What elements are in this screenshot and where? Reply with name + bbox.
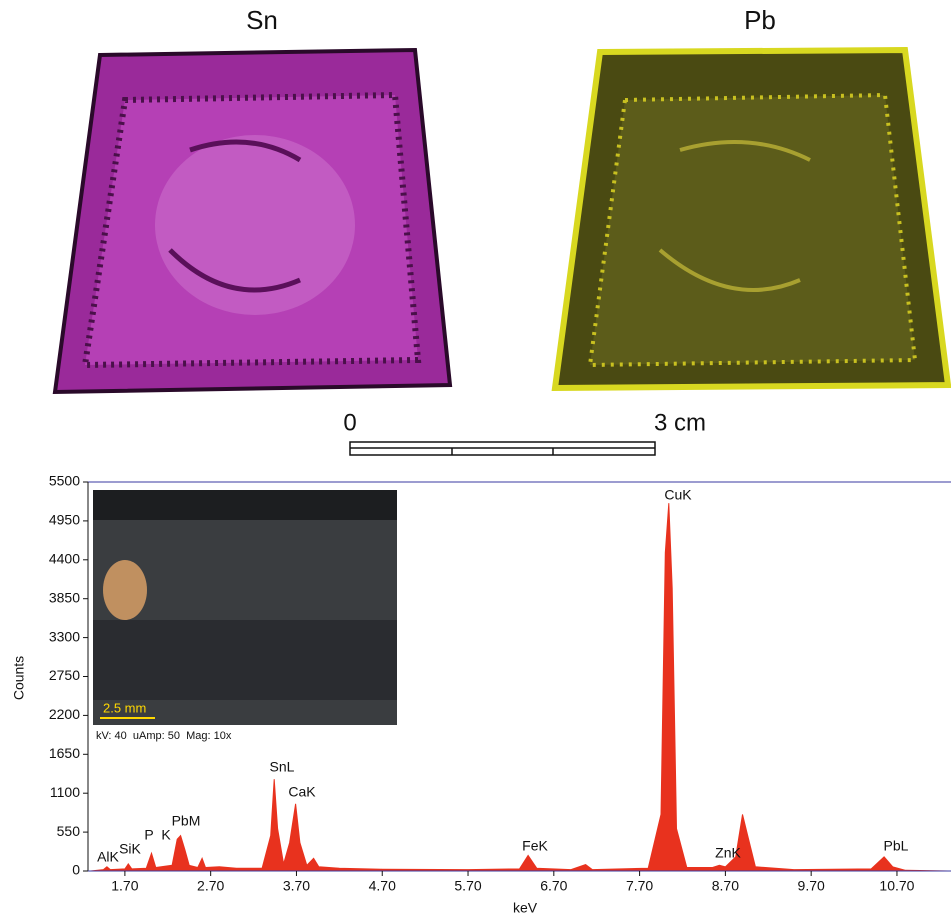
y-tick-label: 5500 bbox=[49, 473, 80, 489]
x-axis-label: keV bbox=[513, 900, 538, 916]
y-tick-label: 1650 bbox=[49, 745, 80, 761]
y-tick-label: 0 bbox=[72, 862, 80, 878]
x-tick-label: 5.70 bbox=[454, 878, 481, 894]
y-tick-label: 1100 bbox=[50, 784, 80, 800]
peak-label: CuK bbox=[664, 487, 692, 503]
y-axis-label: Counts bbox=[11, 656, 27, 700]
map-label: Sn bbox=[246, 5, 278, 35]
peak-label: K bbox=[161, 827, 171, 843]
peak-label: P bbox=[144, 827, 153, 843]
sn-map bbox=[55, 50, 450, 392]
y-tick-label: 2750 bbox=[49, 667, 80, 683]
inset-scale: 2.5 mm bbox=[103, 700, 146, 715]
peak-label: SnL bbox=[270, 759, 295, 775]
peak-label: CaK bbox=[288, 784, 316, 800]
x-tick-label: 4.70 bbox=[369, 878, 396, 894]
x-tick-label: 10.70 bbox=[879, 878, 914, 894]
figure: Sn Pb 0 3 cm 0 550 1100 1650 2200 2750 3300 385… bbox=[0, 0, 951, 917]
inset: 2.5 mm kV: 40 uAmp: 50 Mag: 10x bbox=[93, 490, 397, 742]
y-tick-label: 3300 bbox=[49, 628, 80, 644]
pb-map bbox=[555, 50, 948, 388]
x-tick-label: 8.70 bbox=[712, 878, 739, 894]
x-tick-label: 9.70 bbox=[798, 878, 825, 894]
x-tick-label: 1.70 bbox=[111, 878, 138, 894]
x-tick-label: 2.70 bbox=[197, 878, 224, 894]
peak-label: FeK bbox=[522, 838, 548, 854]
x-tick-label: 6.70 bbox=[540, 878, 567, 894]
peak-label: ZnK bbox=[715, 845, 741, 861]
y-tick-label: 2200 bbox=[49, 706, 80, 722]
inset-info: kV: 40 uAmp: 50 Mag: 10x bbox=[96, 730, 232, 742]
map-label: Pb bbox=[744, 5, 776, 35]
y-tick-label: 550 bbox=[57, 823, 81, 839]
peak-label: AlK bbox=[97, 849, 119, 865]
scale-end: 3 cm bbox=[654, 409, 706, 436]
y-tick-label: 4950 bbox=[49, 512, 80, 528]
peak-label: SiK bbox=[119, 841, 141, 857]
x-tick-label: 7.70 bbox=[626, 878, 653, 894]
scale-bar bbox=[350, 442, 655, 455]
peak-label: PbL bbox=[884, 838, 909, 854]
y-tick-label: 3850 bbox=[49, 589, 80, 605]
y-tick-label: 4400 bbox=[49, 551, 80, 567]
peak-label: PbM bbox=[172, 813, 201, 829]
x-tick-label: 3.70 bbox=[283, 878, 310, 894]
scale-start: 0 bbox=[343, 409, 356, 436]
